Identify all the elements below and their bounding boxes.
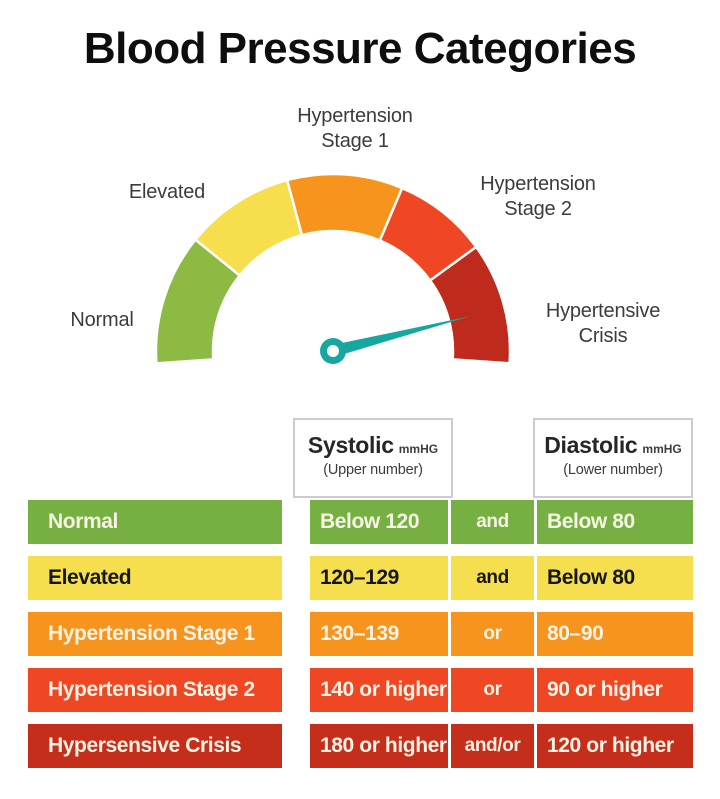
cell-separator	[534, 612, 537, 656]
cell-separator	[534, 724, 537, 768]
page-title: Blood Pressure Categories	[83, 24, 637, 73]
gauge-label-stage1-line1: Hypertension	[297, 105, 413, 127]
table-row-elevated: Elevated 120–129 and Below 80	[28, 556, 693, 600]
systolic-header-unit: mmHG	[398, 442, 439, 456]
category-cell: Elevated	[48, 566, 132, 589]
category-cell: Hypersensive Crisis	[48, 734, 242, 757]
table-row-normal: Normal Below 120 and Below 80	[28, 500, 693, 544]
diastolic-header-line: Diastolic mmHG	[535, 432, 691, 459]
systolic-cell: 130–139	[320, 622, 399, 645]
table-header-diastolic: Diastolic mmHG (Lower number)	[533, 418, 693, 498]
systolic-header-subtitle: (Upper number)	[323, 462, 423, 478]
diastolic-cell: 80–90	[547, 622, 604, 645]
gauge-needle	[331, 316, 471, 357]
diastolic-cell: 120 or higher	[547, 734, 674, 757]
systolic-cell: 120–129	[320, 566, 399, 589]
table-row-hypertension-stage-1: Hypertension Stage 1 130–139 or 80–90	[28, 612, 693, 656]
cell-separator	[448, 556, 451, 600]
connector-cell: or	[483, 679, 502, 700]
category-cell: Normal	[48, 510, 118, 533]
cell-separator	[448, 500, 451, 544]
table-header-systolic: Systolic mmHG (Upper number)	[293, 418, 453, 498]
gauge-label-crisis-line2: Crisis	[578, 324, 628, 347]
column-gap	[282, 668, 310, 712]
column-gap	[282, 724, 310, 768]
gauge-label-stage1-line2: Stage 1	[321, 129, 389, 152]
diastolic-cell: Below 80	[547, 510, 635, 533]
cell-separator	[534, 500, 537, 544]
diastolic-cell: Below 80	[547, 566, 635, 589]
systolic-cell: Below 120	[320, 510, 420, 533]
cell-separator	[534, 668, 537, 712]
diastolic-cell: 90 or higher	[547, 678, 663, 701]
connector-cell: or	[483, 623, 502, 644]
gauge-label-crisis-line1: Hypertensive	[545, 300, 661, 322]
gauge-segment-crisis	[428, 245, 512, 365]
cell-separator	[448, 612, 451, 656]
gauge-needle-pivot-hole	[327, 345, 339, 357]
diastolic-header-unit: mmHG	[642, 442, 682, 456]
diastolic-header-subtitle: (Lower number)	[563, 462, 663, 478]
systolic-header-title: Systolic	[307, 432, 394, 458]
cell-separator	[534, 556, 537, 600]
gauge-label-stage2-line2: Stage 2	[504, 197, 572, 220]
connector-cell: and	[476, 511, 509, 532]
gauge-label-hypertension-stage-1: Hypertension Stage 1	[255, 104, 455, 154]
systolic-header-line: Systolic mmHG	[295, 432, 451, 459]
gauge-label-normal: Normal	[70, 309, 134, 331]
gauge-label-stage2-line1: Hypertension	[480, 173, 596, 195]
systolic-cell: 140 or higher	[320, 678, 447, 701]
cell-separator	[448, 724, 451, 768]
column-gap	[282, 612, 310, 656]
gauge-label-hypertension-stage-2: Hypertension Stage 2	[438, 172, 638, 222]
systolic-cell: 180 or higher	[320, 734, 447, 757]
category-cell: Hypertension Stage 1	[48, 622, 255, 645]
connector-cell: and/or	[464, 735, 521, 756]
diastolic-header-title: Diastolic	[544, 432, 638, 458]
gauge-label-hypertensive-crisis: Hypertensive Crisis	[503, 299, 703, 349]
column-gap	[282, 556, 310, 600]
cell-separator	[448, 668, 451, 712]
category-cell: Hypertension Stage 2	[48, 678, 255, 701]
connector-cell: and	[476, 567, 509, 588]
gauge-label-elevated: Elevated	[128, 181, 206, 203]
table-row-hypersensive-crisis: Hypersensive Crisis 180 or higher and/or…	[28, 724, 693, 768]
table-row-hypertension-stage-2: Hypertension Stage 2 140 or higher or 90…	[28, 668, 693, 712]
column-gap	[282, 500, 310, 544]
